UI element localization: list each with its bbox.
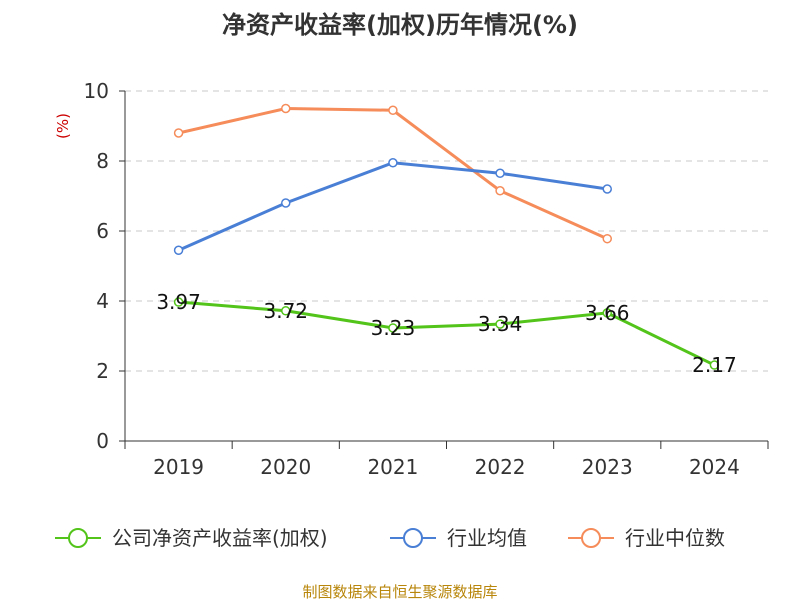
chart-title: 净资产收益率(加权)历年情况(%)	[222, 11, 578, 39]
x-tick-label: 2024	[689, 455, 740, 479]
data-point	[173, 245, 184, 255]
legend-swatch-marker	[581, 528, 601, 548]
legend-swatch-marker	[403, 528, 423, 548]
data-point	[281, 198, 291, 208]
data-point	[709, 360, 720, 370]
data-label: 3.72	[263, 299, 308, 323]
series-line	[178, 300, 716, 367]
data-label: 3.66	[585, 301, 630, 325]
data-point	[495, 168, 505, 178]
series-0: 3.97 3.72 3.23 3.34 3.66 2.17	[156, 290, 736, 377]
data-point	[173, 128, 184, 138]
x-tick-label: 2021	[367, 455, 418, 479]
y-tick-label: 6	[96, 219, 109, 243]
legend-item-2[interactable]: 行业中位数	[568, 526, 725, 550]
legend-label: 行业中位数	[625, 526, 725, 550]
axes: 0 2 4 6 8 10 2019 2020 2021 2022 2023 2024	[84, 79, 769, 479]
data-point	[602, 184, 612, 194]
data-point	[602, 308, 612, 318]
legend-swatch-marker	[68, 528, 88, 548]
legend-label: 公司净资产收益率(加权)	[112, 526, 328, 550]
series-line	[177, 161, 608, 252]
series-line	[178, 106, 608, 241]
data-point	[495, 186, 505, 196]
data-point	[173, 297, 184, 307]
data-point	[388, 158, 398, 168]
x-tick-label: 2023	[582, 455, 633, 479]
data-point	[602, 233, 612, 244]
data-label: 3.97	[156, 290, 201, 314]
data-label: 3.23	[371, 316, 416, 340]
legend-item-1[interactable]: 行业均值	[390, 526, 527, 550]
data-point	[495, 319, 505, 329]
series-layer: 3.97 3.72 3.23 3.34 3.66 2.17	[156, 103, 737, 377]
data-point	[388, 323, 398, 333]
x-tick-label: 2019	[153, 455, 204, 479]
data-label: 3.34	[478, 312, 523, 336]
source-note: 制图数据来自恒生聚源数据库	[302, 583, 497, 600]
data-point	[281, 306, 291, 316]
x-tick-label: 2020	[260, 455, 311, 479]
data-point	[388, 105, 398, 115]
y-tick-label: 10	[84, 79, 109, 103]
legend: 公司净资产收益率(加权) 行业均值 行业中位数	[55, 526, 725, 550]
y-tick-label: 0	[96, 429, 109, 453]
y-axis-unit: (%)	[54, 113, 72, 139]
x-tick-label: 2022	[475, 455, 526, 479]
y-tick-label: 2	[96, 359, 109, 383]
legend-label: 行业均值	[447, 526, 527, 550]
y-tick-label: 4	[96, 289, 109, 313]
series-2	[173, 103, 612, 244]
data-point	[281, 103, 291, 114]
legend-item-0[interactable]: 公司净资产收益率(加权)	[55, 526, 328, 550]
grid-lines	[125, 90, 768, 372]
y-tick-label: 8	[96, 149, 109, 173]
data-label: 2.17	[692, 353, 737, 377]
series-1	[173, 158, 612, 255]
